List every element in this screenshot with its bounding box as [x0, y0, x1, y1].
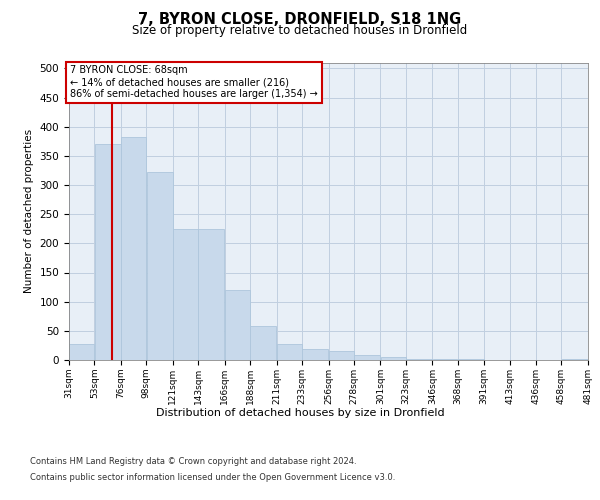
Bar	[121, 136, 146, 360]
Bar	[250, 326, 277, 360]
Bar	[95, 144, 121, 360]
Bar	[329, 351, 353, 360]
Text: Contains public sector information licensed under the Open Government Licence v3: Contains public sector information licen…	[30, 472, 395, 482]
Bar	[354, 356, 380, 360]
Bar	[199, 230, 224, 360]
Text: 7, BYRON CLOSE, DRONFIELD, S18 1NG: 7, BYRON CLOSE, DRONFIELD, S18 1NG	[139, 12, 461, 28]
Text: 7 BYRON CLOSE: 68sqm
← 14% of detached houses are smaller (216)
86% of semi-deta: 7 BYRON CLOSE: 68sqm ← 14% of detached h…	[70, 66, 318, 98]
Y-axis label: Number of detached properties: Number of detached properties	[24, 129, 34, 294]
Bar	[277, 344, 302, 360]
Text: Size of property relative to detached houses in Dronfield: Size of property relative to detached ho…	[133, 24, 467, 37]
Bar	[406, 359, 432, 360]
Bar	[146, 172, 173, 360]
Bar	[380, 357, 406, 360]
Bar	[302, 349, 328, 360]
Bar	[225, 290, 250, 360]
Bar	[69, 344, 94, 360]
Bar	[173, 229, 198, 360]
Text: Distribution of detached houses by size in Dronfield: Distribution of detached houses by size …	[155, 408, 445, 418]
Text: Contains HM Land Registry data © Crown copyright and database right 2024.: Contains HM Land Registry data © Crown c…	[30, 458, 356, 466]
